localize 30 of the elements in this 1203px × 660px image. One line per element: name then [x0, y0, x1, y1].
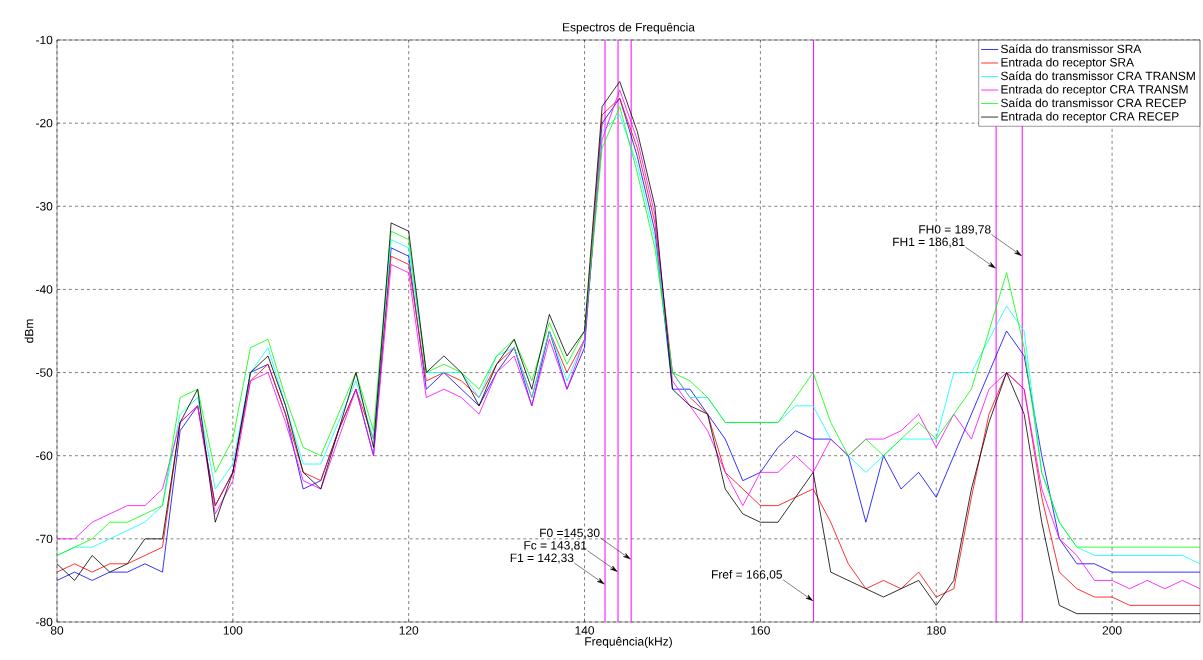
y-tick-label: -70: [36, 534, 53, 544]
annotation: Fc = 143,81: [524, 541, 587, 551]
legend-label: Entrada do receptor CRA TRANSM: [1001, 84, 1188, 96]
x-tick-label: 100: [223, 626, 243, 635]
legend-label: Saída do transmissor SRA: [1001, 44, 1142, 54]
y-tick-label: -10: [36, 35, 53, 45]
y-tick-label: -30: [36, 202, 53, 211]
legend-label: Entrada do receptor CRA RECEP: [1001, 111, 1179, 123]
y-tick-label: -20: [36, 118, 53, 128]
annotation: F1 = 142,33: [510, 553, 574, 564]
annotation: F0 =145,30: [540, 528, 600, 539]
annotation: Fref = 166,05: [712, 569, 782, 581]
annotation: FH0 = 189,78: [919, 225, 991, 236]
y-tick-label: -40: [36, 285, 53, 294]
legend-label: Saída do transmissor CRA TRANSM: [1001, 71, 1195, 81]
legend-label: Saída do transmissor CRA RECEP: [1001, 98, 1186, 108]
x-tick-label: 160: [751, 626, 770, 635]
x-tick-label: 120: [399, 626, 419, 635]
x-axis-title: Frequência(kHz): [585, 636, 672, 649]
y-axis-title: dBm: [24, 319, 34, 343]
x-tick-label: 140: [575, 626, 595, 635]
x-tick-label: 200: [1102, 626, 1122, 635]
x-tick-label: 180: [927, 626, 946, 635]
y-tick-label: -80: [36, 617, 53, 627]
legend-label: Entrada do receptor SRA: [1001, 57, 1135, 69]
annotation: FH1 = 186,81: [893, 237, 965, 248]
x-tick-label: 80: [50, 626, 64, 635]
y-tick-label: -50: [36, 368, 53, 377]
chart-title: Espectros de Frequência: [563, 22, 695, 34]
y-tick-label: -60: [36, 451, 53, 460]
